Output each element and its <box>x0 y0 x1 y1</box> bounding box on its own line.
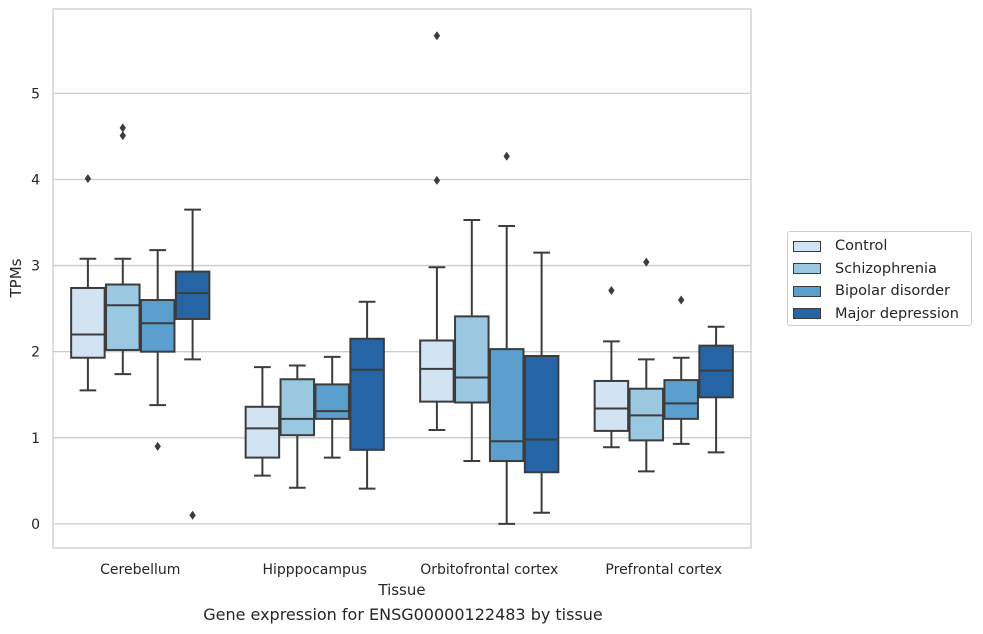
figure-caption: Gene expression for ENSG00000122483 by t… <box>203 605 603 624</box>
box-major-depression <box>349 300 385 490</box>
box-iqr <box>279 378 316 437</box>
outlier-point <box>608 286 615 296</box>
boxes <box>70 31 734 525</box>
outlier-point <box>119 123 126 133</box>
outlier-point <box>678 295 685 305</box>
box-bipolar-disorder <box>139 249 176 451</box>
y-tick-label: 2 <box>31 345 40 361</box>
legend-label: Major depression <box>835 305 959 322</box>
box-control <box>244 366 281 477</box>
outlier-point <box>119 131 126 141</box>
outlier-point <box>433 175 441 185</box>
box-major-depression <box>698 325 734 454</box>
box-iqr <box>70 286 106 359</box>
y-tick-label: 4 <box>31 172 40 188</box>
legend-label: Schizophrenia <box>835 260 937 277</box>
outlier-point <box>433 31 441 41</box>
box-control <box>593 286 630 449</box>
box-control <box>70 174 106 392</box>
legend-label: Bipolar disorder <box>835 283 950 300</box>
plot-frame <box>52 8 752 549</box>
legend-swatch <box>793 285 821 297</box>
x-tick-labels: Cerebellum Hipppocampus Orbitofrontal cort… <box>100 562 722 578</box>
box-bipolar-disorder <box>488 151 525 525</box>
box-major-depression <box>174 208 211 520</box>
legend-item: Major depression <box>793 303 971 326</box>
outlier-point <box>154 441 161 451</box>
legend: Control Schizophrenia Bipolar disorder Majo… <box>787 231 972 326</box>
y-tick-label: 0 <box>31 517 40 533</box>
box-iqr <box>244 405 281 459</box>
box-schizophrenia <box>628 257 665 473</box>
box-major-depression <box>523 251 560 514</box>
legend-label: Control <box>835 238 888 255</box>
x-tick-label: Prefrontal cortex <box>605 562 722 578</box>
box-iqr <box>314 383 350 420</box>
box-iqr <box>349 337 385 451</box>
box-iqr <box>419 339 455 403</box>
box-iqr <box>139 299 176 353</box>
box-schizophrenia <box>279 364 316 489</box>
y-tick-label: 5 <box>31 86 40 102</box>
y-tick-labels: 0 1 2 3 4 5 <box>31 86 40 533</box>
x-tick-label: Hipppocampus <box>262 562 367 578</box>
box-iqr <box>593 379 630 432</box>
box-control <box>419 31 455 432</box>
box-iqr <box>454 315 490 404</box>
outlier-point <box>84 174 92 184</box>
y-tick-label: 1 <box>31 431 40 447</box>
y-tick-label: 3 <box>31 259 40 275</box>
legend-item: Bipolar disorder <box>793 280 971 303</box>
outlier-point <box>189 510 196 520</box>
box-schizophrenia <box>454 218 490 463</box>
box-bipolar-disorder <box>314 355 350 459</box>
box-iqr <box>105 283 141 351</box>
legend-swatch <box>793 308 821 320</box>
legend-item: Schizophrenia <box>793 258 971 281</box>
box-bipolar-disorder <box>663 295 699 445</box>
box-iqr <box>174 270 211 320</box>
x-tick-label: Cerebellum <box>100 562 180 578</box>
outlier-point <box>643 257 650 267</box>
legend-item: Control <box>793 235 971 258</box>
x-axis-label: Tissue <box>377 581 425 599</box>
box-iqr <box>663 379 699 420</box>
y-axis-label: TPMs <box>7 258 25 298</box>
legend-swatch <box>793 263 821 275</box>
box-schizophrenia <box>105 123 141 376</box>
box-iqr <box>488 348 525 463</box>
box-iqr <box>523 354 560 474</box>
legend-swatch <box>793 240 821 252</box>
x-tick-label: Orbitofrontal cortex <box>420 562 558 578</box>
outlier-point <box>503 151 510 161</box>
